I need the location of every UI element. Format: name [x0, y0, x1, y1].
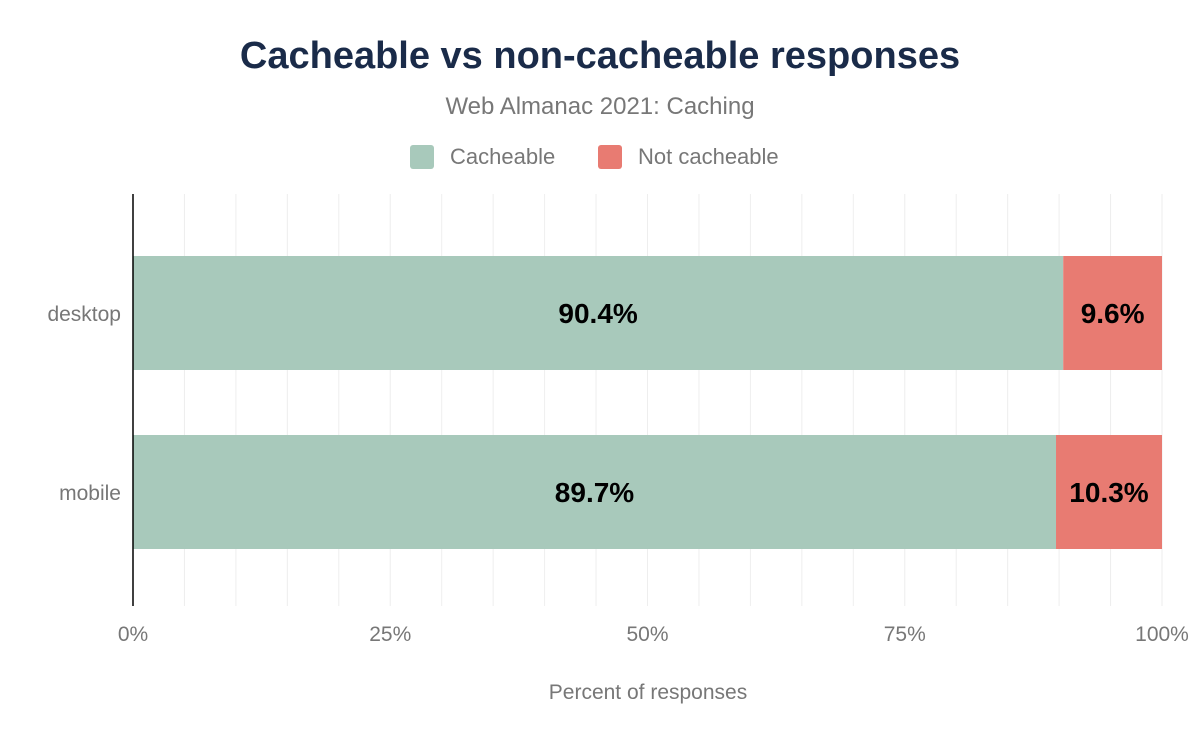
- legend-swatch: [598, 145, 622, 169]
- x-tick-label: 0%: [118, 623, 148, 646]
- legend-label: Cacheable: [450, 144, 555, 169]
- y-tick-label: desktop: [47, 303, 121, 326]
- x-tick-label: 25%: [369, 623, 411, 646]
- legend: Cacheable Not cacheable: [410, 144, 779, 169]
- bar-segment: [1056, 435, 1162, 549]
- data-label: 89.7%: [555, 477, 634, 508]
- bars: desktop 90.4% 9.6% mobile 89.7% 10.3%: [47, 256, 1162, 549]
- bar-segment: [1063, 256, 1162, 370]
- x-axis-label: Percent of responses: [549, 681, 747, 704]
- bar-segment: [133, 435, 1057, 549]
- x-tick-label: 100%: [1135, 623, 1189, 646]
- legend-label: Not cacheable: [638, 144, 779, 169]
- x-ticks: 0% 25% 50% 75% 100%: [118, 623, 1189, 646]
- x-tick-label: 75%: [884, 623, 926, 646]
- y-tick-label: mobile: [59, 482, 121, 505]
- data-label: 90.4%: [558, 298, 637, 329]
- legend-swatch: [410, 145, 434, 169]
- x-tick-label: 50%: [626, 623, 668, 646]
- chart-subtitle: Web Almanac 2021: Caching: [445, 93, 754, 120]
- data-label: 9.6%: [1081, 298, 1145, 329]
- chart-title: Cacheable vs non-cacheable responses: [240, 35, 960, 77]
- data-label: 10.3%: [1069, 477, 1148, 508]
- bar-segment: [133, 256, 1064, 370]
